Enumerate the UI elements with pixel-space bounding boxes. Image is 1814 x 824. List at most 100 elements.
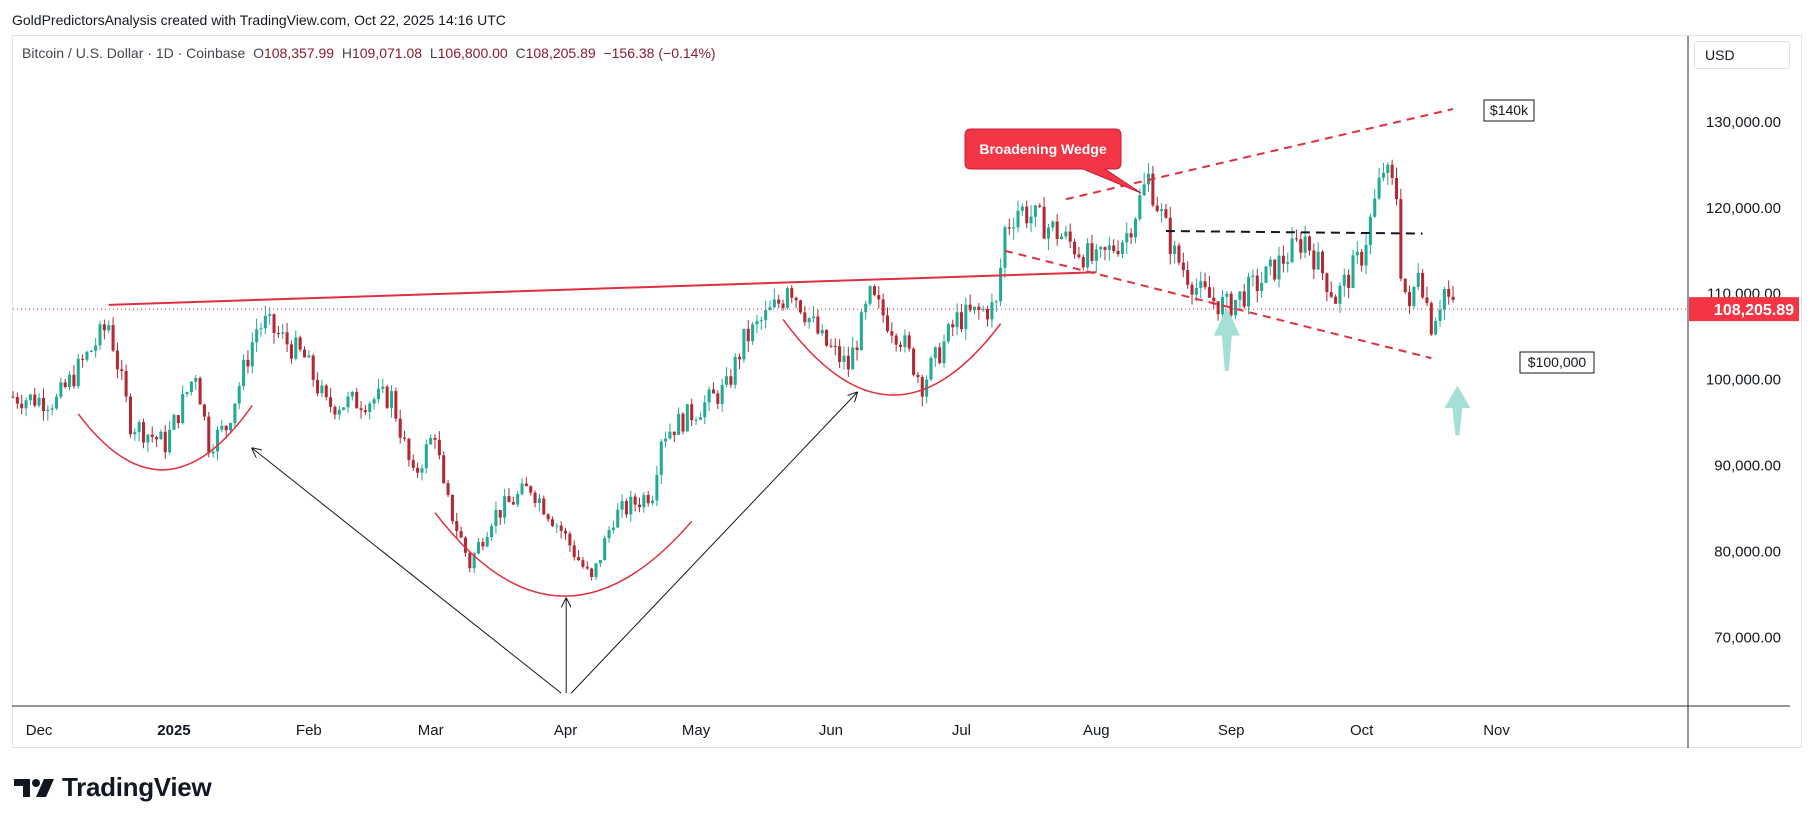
candle-body (316, 379, 320, 394)
candle-body (698, 417, 702, 420)
candle-body (742, 328, 746, 360)
candle-body (1438, 309, 1442, 321)
candle-body (246, 359, 250, 367)
candle-body (1046, 227, 1050, 239)
candle-body (150, 434, 154, 438)
candle-body (1421, 272, 1425, 298)
candle-body (155, 437, 159, 440)
candle-body (1020, 206, 1024, 211)
candle-body (851, 347, 855, 370)
candle-body (1133, 218, 1137, 238)
candle-body (1381, 172, 1385, 178)
candle-body (620, 501, 624, 510)
candle-body (899, 344, 903, 347)
candle-body (1251, 275, 1255, 277)
candle-body (276, 333, 280, 335)
candle-body (198, 378, 202, 405)
candle-body (1181, 262, 1185, 271)
currency-button[interactable]: USD (1694, 41, 1790, 69)
candle-body (955, 312, 959, 328)
candle-body (181, 393, 185, 424)
x-tick-label: 2025 (157, 722, 190, 739)
candle-body (233, 403, 237, 424)
candle-body (868, 286, 872, 304)
candle-body (981, 308, 985, 311)
candle-body (50, 408, 54, 410)
candle-body (259, 328, 263, 330)
candle-body (768, 307, 772, 311)
open-label: O (253, 45, 264, 61)
close-value: 108,205.89 (525, 45, 596, 61)
candle-body (159, 431, 163, 440)
candle-body (1077, 254, 1081, 258)
candle-body (146, 434, 150, 443)
candle-body (633, 496, 637, 505)
candle-body (764, 310, 768, 321)
candle-body (916, 374, 920, 378)
candle-body (1368, 216, 1372, 245)
candle-body (1103, 247, 1107, 250)
candle-body (646, 494, 650, 504)
candle-body (1403, 278, 1407, 293)
candle-body (624, 501, 628, 515)
candle-body (938, 347, 942, 364)
candle-body (1199, 281, 1203, 288)
candle-body (738, 356, 742, 360)
candle-body (716, 393, 720, 404)
candle-body (607, 529, 611, 539)
candle-body (659, 441, 663, 475)
cup-arc (434, 512, 693, 597)
candle-body (389, 391, 394, 408)
candle-body (498, 509, 502, 518)
candle-body (1107, 245, 1111, 250)
candle-body (1090, 243, 1094, 261)
candle-body (242, 359, 246, 387)
candle-body (729, 376, 733, 385)
candle-body (368, 403, 372, 413)
candle-body (1416, 272, 1420, 287)
candle-body (85, 351, 89, 360)
candle-body (281, 332, 285, 334)
candle-body (1068, 231, 1072, 242)
candle-body (1142, 184, 1146, 196)
candle-body (1012, 227, 1016, 229)
y-tick-label: 90,000.00 (1714, 457, 1781, 474)
attribution-text: GoldPredictorsAnalysis created with Trad… (12, 12, 506, 28)
candle-body (951, 324, 955, 328)
candle-body (920, 377, 924, 397)
candle-body (520, 483, 524, 495)
candle-body (24, 400, 28, 409)
candle-body (1129, 233, 1133, 238)
candle-body (681, 413, 685, 432)
candle-body (564, 530, 568, 534)
candle-body (1003, 227, 1007, 268)
candle-body (1303, 236, 1307, 253)
high-label: H (341, 45, 352, 61)
candle-body (1025, 206, 1029, 224)
candle-body (746, 328, 750, 342)
candles-group (11, 159, 1455, 581)
candle-body (885, 315, 890, 332)
candle-body (790, 288, 794, 298)
candle-body (163, 431, 167, 453)
candle-body (1168, 217, 1172, 255)
tradingview-logo[interactable]: TradingView (14, 772, 212, 803)
x-tick-label: Jun (819, 722, 843, 739)
candle-body (798, 300, 802, 313)
candle-body (1347, 274, 1351, 288)
candle-body (864, 303, 868, 313)
candle-body (1408, 292, 1412, 307)
candle-body (724, 376, 729, 385)
y-tick-label: 80,000.00 (1714, 543, 1781, 560)
symbol-name[interactable]: Bitcoin / U.S. Dollar · 1D · Coinbase (22, 45, 246, 61)
candle-body (468, 552, 472, 569)
candle-body (185, 392, 189, 394)
candle-body (1364, 244, 1368, 266)
candle-body (329, 397, 333, 407)
candle-body (1099, 247, 1103, 250)
candle-body (485, 537, 489, 547)
candle-body (168, 429, 172, 453)
candle-body (507, 496, 511, 503)
x-tick-label: Jul (952, 722, 971, 739)
